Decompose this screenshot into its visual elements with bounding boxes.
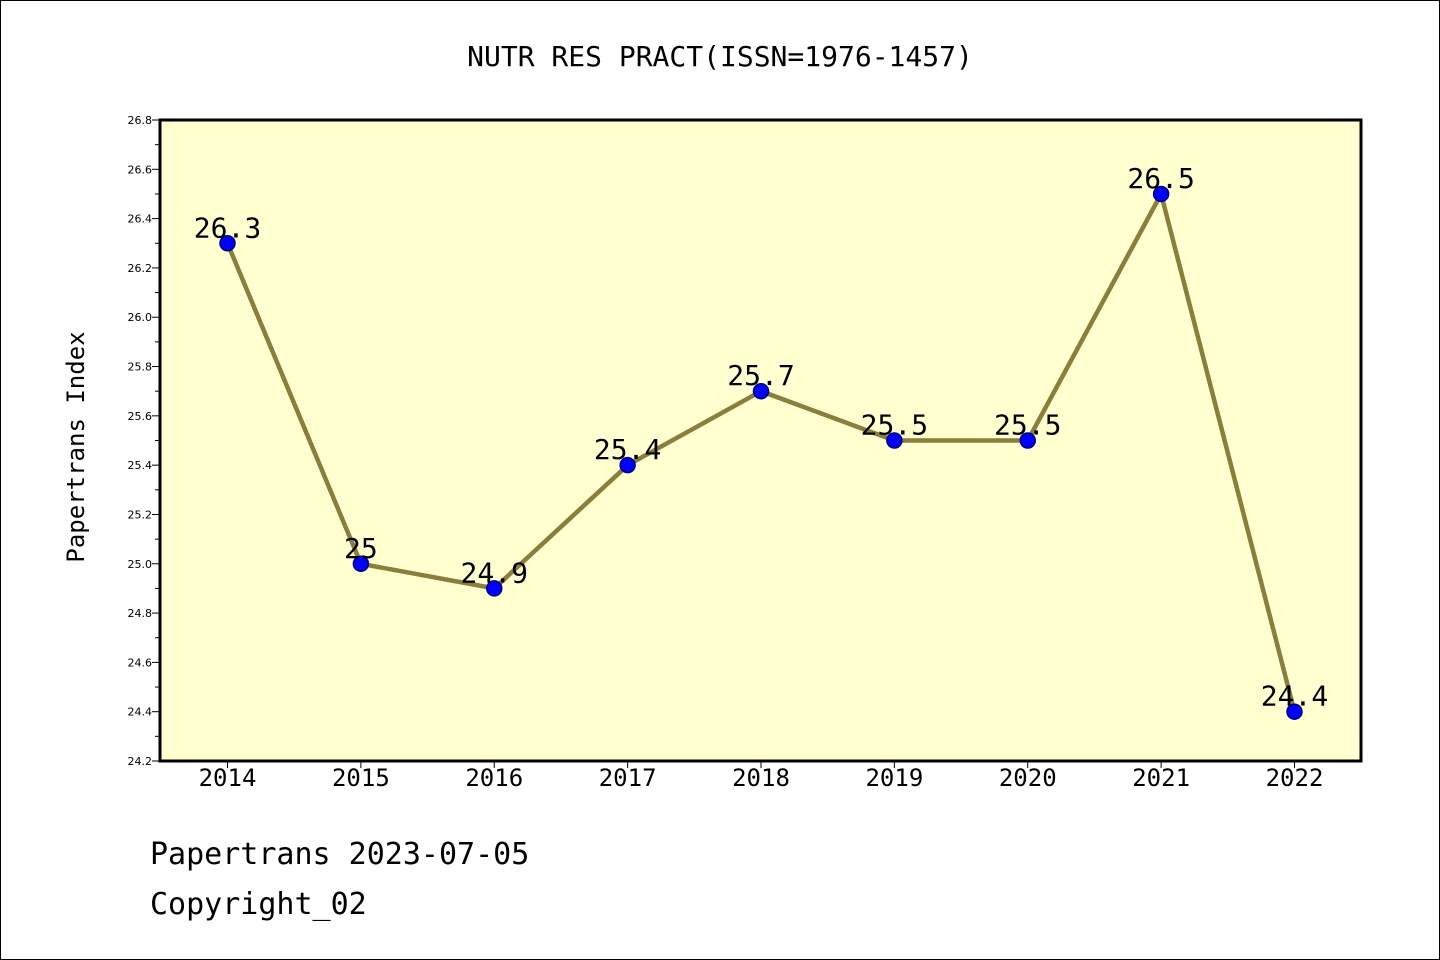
y-tick-label: 24.8 [128, 607, 153, 620]
chart-title: NUTR RES PRACT(ISSN=1976-1457) [467, 40, 973, 73]
y-tick-label: 26.8 [128, 114, 153, 127]
data-label: 25.5 [994, 409, 1061, 442]
x-tick-label: 2015 [332, 764, 390, 792]
data-point-marker [1286, 703, 1303, 720]
y-tick-label: 25.0 [128, 558, 153, 571]
data-label: 25.4 [594, 433, 661, 466]
y-tick-label: 25.4 [128, 459, 153, 472]
y-tick-label: 26.2 [128, 262, 153, 275]
y-tick-label: 25.6 [128, 410, 153, 423]
x-axis-ticks: 2014 2015 2016 2017 2018 2019 2020 2021 2022 [199, 761, 1324, 792]
footer-date: Papertrans 2023-07-05 [150, 837, 529, 872]
y-axis-ticks: 24.2 24.4 24.6 24.8 25.0 25.2 25.4 25.6 25.8 26.0… [128, 114, 160, 768]
y-tick-label: 25.2 [128, 508, 153, 521]
y-axis-label: Papertrans Index [62, 331, 90, 562]
data-point-marker [1152, 185, 1170, 203]
y-tick-label: 24.4 [128, 706, 153, 719]
x-tick-label: 2019 [865, 764, 923, 792]
data-label: 25.5 [861, 409, 928, 442]
data-label: 26.5 [1127, 162, 1194, 195]
data-point-marker [1019, 432, 1036, 449]
x-tick-label: 2018 [732, 764, 790, 792]
data-markers [219, 185, 1303, 720]
y-tick-label: 24.6 [128, 656, 153, 669]
data-point-marker [486, 580, 503, 597]
x-tick-label: 2021 [1132, 764, 1190, 792]
data-point-marker [752, 382, 770, 400]
data-label: 26.3 [194, 211, 261, 244]
y-tick-label: 26.6 [128, 163, 153, 176]
y-tick-label: 24.2 [128, 755, 153, 768]
data-label: 24.4 [1261, 680, 1328, 713]
data-label: 25 [344, 532, 378, 565]
x-tick-label: 2017 [599, 764, 657, 792]
x-tick-label: 2016 [465, 764, 523, 792]
data-labels: 26.3 25 24.9 25.4 25.7 25.5 25.5 26.5 24.4 [194, 162, 1328, 713]
plot-area [158, 118, 1363, 763]
data-point-marker [619, 456, 636, 474]
x-tick-label: 2022 [1266, 764, 1324, 792]
y-tick-label: 26.0 [128, 311, 153, 324]
footer-copyright: Copyright_02 [150, 887, 367, 922]
y-tick-label: 25.8 [128, 361, 153, 374]
x-tick-label: 2020 [999, 764, 1057, 792]
data-point-marker [352, 555, 370, 573]
x-tick-label: 2014 [199, 764, 257, 792]
data-label: 24.9 [461, 556, 528, 589]
data-label: 25.7 [727, 359, 794, 392]
data-point-marker [886, 432, 903, 449]
y-tick-label: 26.4 [128, 213, 153, 226]
data-point-marker [219, 235, 236, 252]
